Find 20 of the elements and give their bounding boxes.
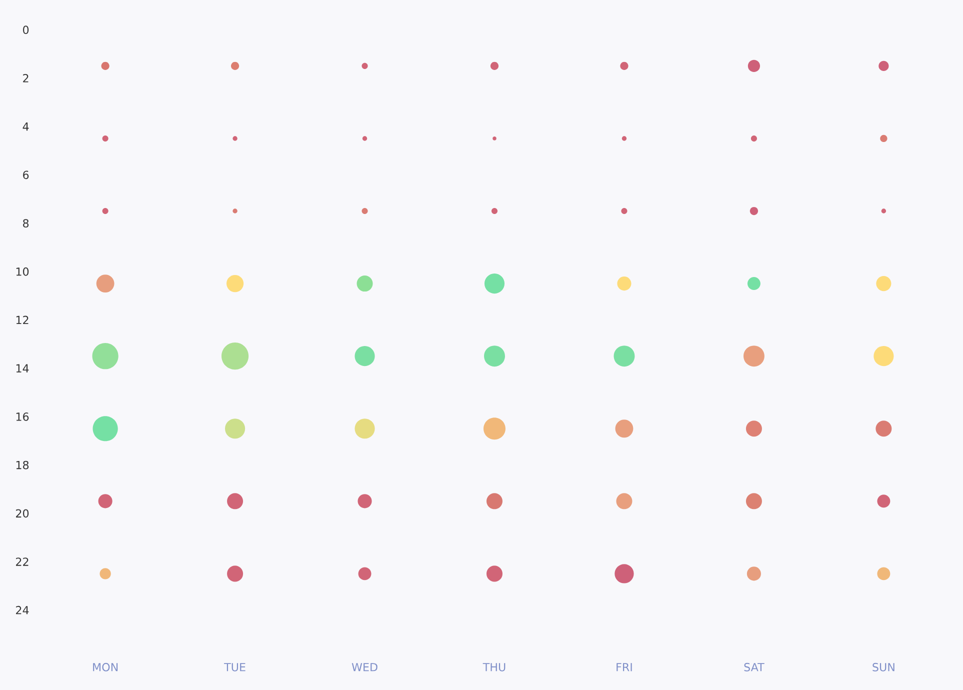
y-tick-label: 2 xyxy=(23,74,28,82)
y-tick-label: 20 xyxy=(16,509,29,518)
x-tick-label: MON xyxy=(93,662,118,672)
y-tick-label: 22 xyxy=(16,558,28,566)
y-tick-label: 12 xyxy=(16,316,28,324)
x-tick-label: TUE xyxy=(224,663,246,672)
x-tick-label: SAT xyxy=(744,662,764,672)
y-tick-label: 0 xyxy=(23,26,29,34)
y-tick-label: 4 xyxy=(22,122,29,131)
x-tick-label: SUN xyxy=(872,662,894,672)
y-tick-label: 24 xyxy=(16,606,29,614)
x-tick-label: WED xyxy=(352,663,378,672)
y-tick-label: 8 xyxy=(23,219,29,228)
x-tick-label: FRI xyxy=(616,663,632,672)
x-tick-label: THU xyxy=(482,663,506,672)
y-tick-label: 18 xyxy=(16,460,29,470)
y-tick-label: 6 xyxy=(23,170,29,180)
y-tick-label: 10 xyxy=(16,267,29,276)
y-tick-label: 16 xyxy=(16,412,29,421)
y-tick-label: 14 xyxy=(16,364,29,372)
